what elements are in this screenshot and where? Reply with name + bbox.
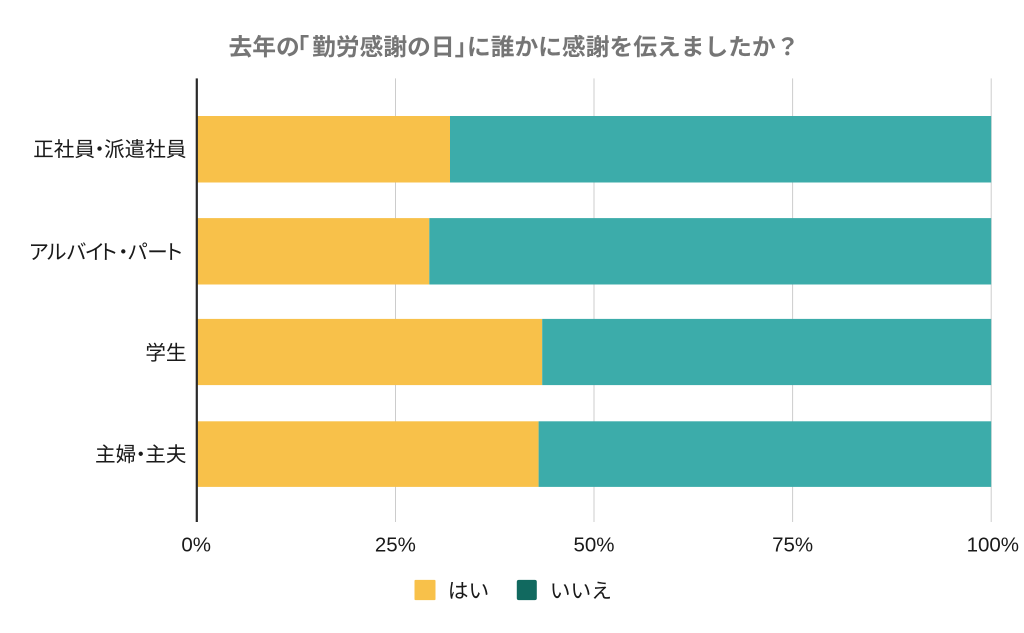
svg-text:25%: 25% [375,533,416,556]
svg-text:75%: 75% [772,533,813,556]
svg-text:50%: 50% [573,533,614,556]
svg-text:0%: 0% [181,533,211,556]
svg-text:100%: 100% [967,533,1019,556]
